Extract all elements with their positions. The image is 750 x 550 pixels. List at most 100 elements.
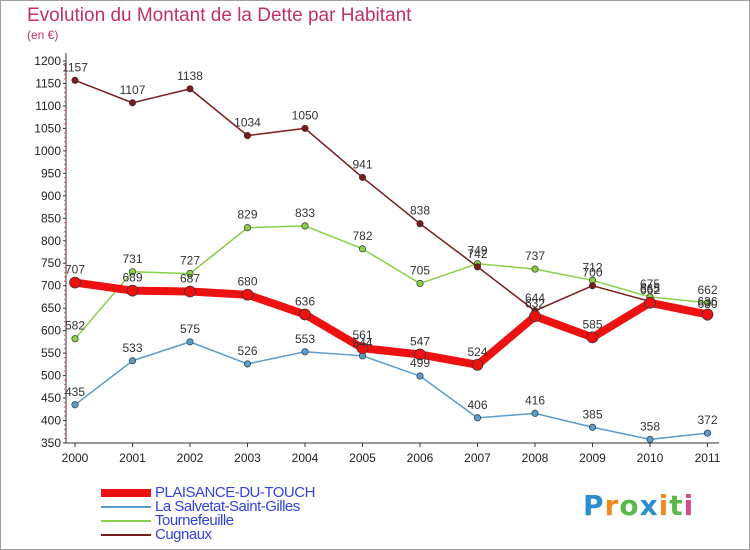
data-point [358, 173, 367, 181]
data-label: 1050 [292, 108, 319, 122]
data-point [71, 401, 79, 409]
data-label: 1157 [62, 60, 88, 74]
legend-item: La Salvetat-Saint-Gilles [101, 498, 421, 515]
series-line [74, 225, 709, 340]
data-label: 524 [467, 345, 487, 359]
data-label: 547 [410, 334, 430, 348]
y-tick-label: 700 [41, 279, 61, 293]
data-point [301, 124, 309, 132]
series-line [74, 341, 709, 441]
data-label: 358 [640, 419, 660, 433]
data-point [588, 282, 597, 290]
legend-swatch [101, 520, 151, 522]
x-tick-label: 2002 [177, 451, 204, 465]
logo-letter: o [619, 489, 640, 522]
legend-item: Cugnaux [101, 526, 421, 543]
legend-label: PLAISANCE-DU-TOUCH [155, 484, 315, 501]
data-label: 435 [65, 385, 85, 399]
y-tick-label: 850 [41, 211, 61, 225]
data-point [299, 308, 311, 321]
data-point [69, 276, 81, 289]
data-label: 644 [525, 291, 545, 305]
data-label: 544 [352, 336, 372, 350]
legend-swatch [101, 506, 151, 508]
data-label: 533 [122, 341, 142, 355]
data-point [703, 299, 712, 307]
series-layer [69, 76, 714, 443]
x-tick-label: 2006 [407, 451, 434, 465]
x-tick-label: 2004 [292, 451, 319, 465]
data-label: 561 [352, 328, 372, 342]
y-tick-label: 1000 [34, 144, 61, 158]
data-point [358, 245, 367, 253]
x-tick-label: 2005 [349, 451, 376, 465]
data-point [531, 409, 539, 417]
data-point [529, 310, 541, 323]
data-label: 737 [525, 249, 545, 263]
data-label: 689 [122, 271, 142, 285]
data-label: 416 [525, 393, 545, 407]
data-label: 700 [582, 266, 602, 280]
y-tick-label: 400 [41, 414, 61, 428]
data-point [416, 372, 424, 380]
y-tick-label: 1200 [34, 54, 61, 68]
legend-label: Cugnaux [155, 526, 212, 543]
series-line [71, 278, 712, 369]
legend-swatch [101, 489, 151, 497]
y-tick-label: 750 [41, 256, 61, 270]
y-tick-label: 650 [41, 301, 61, 315]
data-point [414, 348, 426, 361]
data-point [473, 263, 482, 271]
data-label: 630 [697, 297, 717, 311]
data-point [128, 99, 137, 107]
data-point [416, 279, 424, 288]
data-point [186, 338, 194, 346]
data-label: 727 [180, 254, 200, 268]
logo-letter: r [604, 489, 620, 522]
logo-letter: P [583, 489, 605, 522]
data-point [586, 331, 599, 344]
data-point [184, 285, 196, 298]
x-tick-label: 2011 [695, 451, 721, 465]
data-point [71, 335, 79, 343]
data-point [186, 85, 194, 93]
axes: 350 400 450 500 550 600 650 700 750 800 850 900 950 1… [34, 53, 721, 465]
data-label: 731 [122, 252, 142, 266]
x-tick-label: 2009 [579, 451, 606, 465]
data-label: 585 [582, 317, 602, 331]
y-tick-label: 450 [41, 391, 61, 405]
data-label: 662 [697, 283, 717, 297]
y-tick-label: 900 [41, 189, 61, 203]
data-label: 749 [467, 244, 487, 258]
data-label: 632 [525, 296, 545, 310]
data-label: 675 [640, 277, 660, 291]
logo-letter: i [683, 489, 695, 522]
y-tick-label: 1100 [35, 99, 61, 113]
data-label: 662 [640, 283, 660, 297]
y-tick-label: 1150 [35, 76, 61, 90]
y-tick-label: 550 [41, 346, 61, 360]
data-label: 687 [180, 272, 200, 286]
brand-logo: Proxiti [583, 489, 694, 522]
data-label: 406 [467, 398, 487, 412]
legend-label: Tournefeuille [155, 512, 234, 529]
data-label: 385 [582, 407, 602, 421]
chart-title: Evolution du Montant de la Dette par Hab… [27, 5, 412, 26]
data-point [126, 284, 139, 297]
data-point [243, 360, 252, 368]
x-tick-label: 2007 [464, 451, 491, 465]
data-label: 372 [697, 413, 717, 427]
data-label: 782 [352, 229, 372, 243]
legend-item: PLAISANCE-DU-TOUCH [101, 484, 421, 501]
y-tick-label: 800 [41, 234, 61, 248]
x-tick-label: 2010 [637, 451, 664, 465]
data-label: 705 [410, 263, 430, 277]
data-label: 833 [295, 206, 315, 220]
data-point [128, 268, 137, 276]
data-label: 829 [237, 208, 257, 222]
data-point [71, 76, 79, 84]
data-label: 707 [65, 263, 85, 277]
y-tick-label: 600 [41, 324, 61, 338]
